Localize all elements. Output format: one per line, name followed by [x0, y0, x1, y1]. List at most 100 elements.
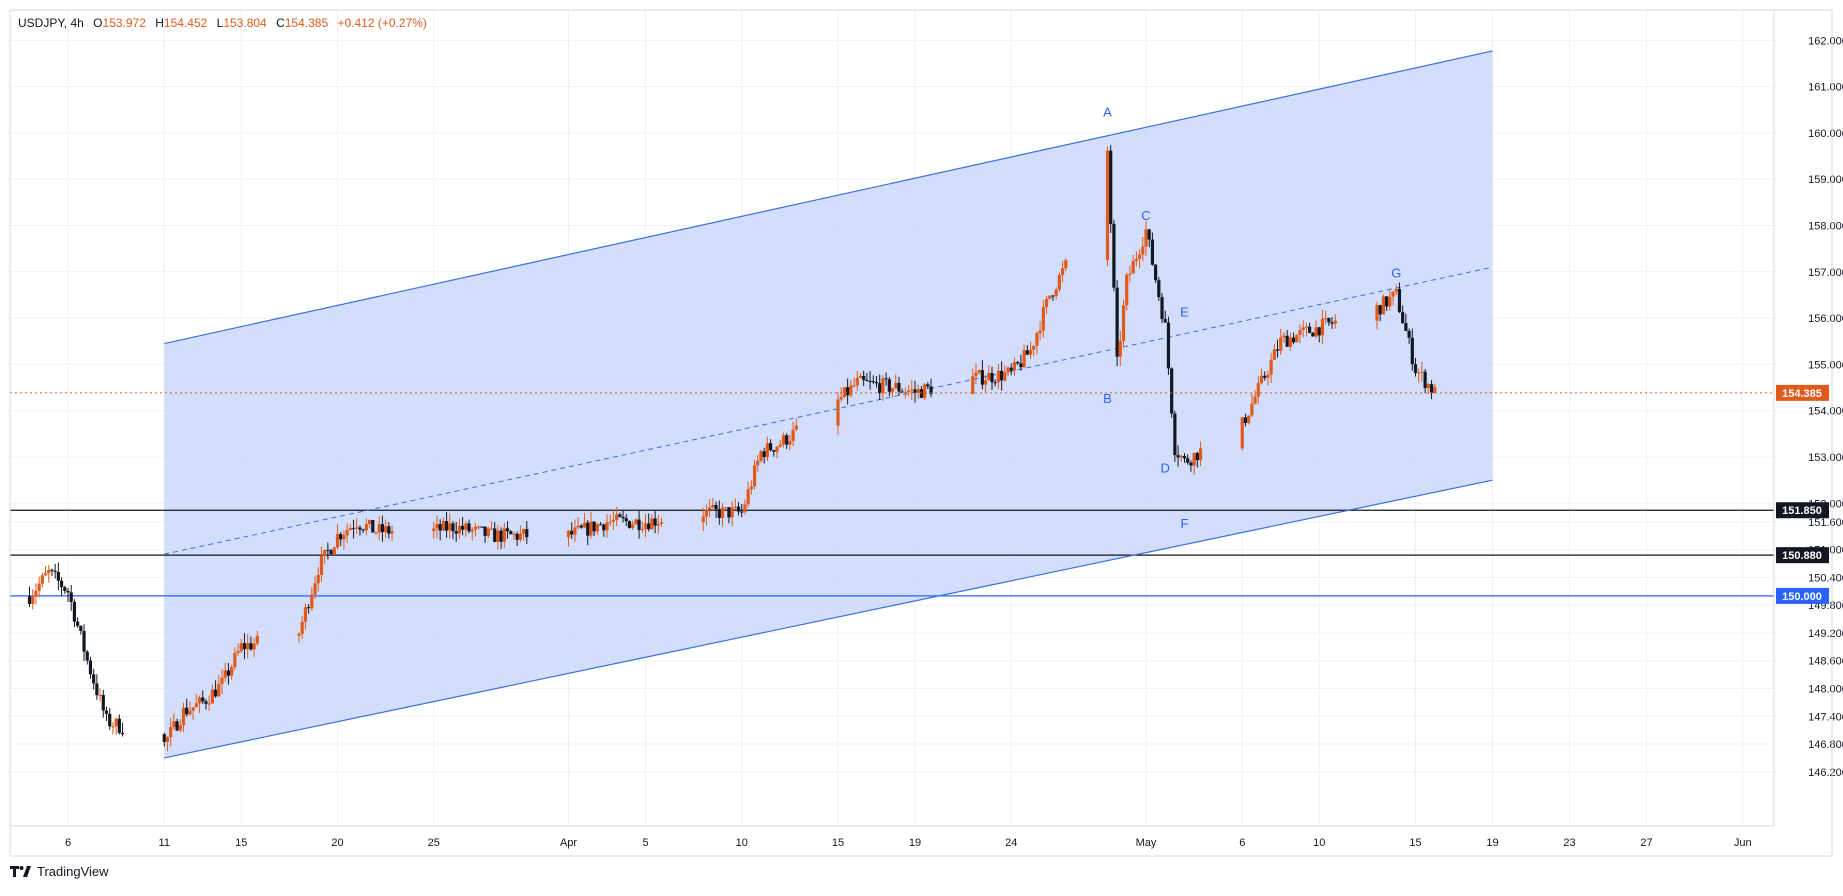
- candle-body[interactable]: [621, 516, 625, 519]
- candle-body[interactable]: [573, 527, 577, 535]
- candle-body[interactable]: [1112, 223, 1116, 288]
- candle-body[interactable]: [839, 397, 843, 400]
- candle-body[interactable]: [1304, 326, 1309, 328]
- candle-body[interactable]: [351, 528, 356, 530]
- candle-body[interactable]: [704, 509, 709, 517]
- candle-body[interactable]: [1025, 350, 1029, 355]
- candle-body[interactable]: [1157, 280, 1161, 298]
- candle-body[interactable]: [592, 521, 596, 532]
- candle-body[interactable]: [108, 713, 112, 727]
- candle-body[interactable]: [1272, 349, 1276, 360]
- candle-body[interactable]: [1420, 371, 1424, 373]
- candle-body[interactable]: [1173, 413, 1177, 456]
- candle-body[interactable]: [1266, 374, 1270, 378]
- candle-body[interactable]: [98, 694, 102, 696]
- candle-body[interactable]: [906, 390, 911, 392]
- candle-body[interactable]: [759, 451, 763, 461]
- candle-body[interactable]: [114, 718, 118, 727]
- candle-body[interactable]: [477, 526, 481, 528]
- candle-body[interactable]: [454, 531, 458, 534]
- candle-body[interactable]: [496, 530, 500, 542]
- candle-body[interactable]: [711, 504, 715, 508]
- candle-body[interactable]: [858, 375, 863, 378]
- candle-body[interactable]: [483, 526, 487, 536]
- candle-body[interactable]: [1394, 288, 1398, 292]
- candle-body[interactable]: [650, 518, 654, 530]
- candle-body[interactable]: [191, 707, 195, 711]
- candle-body[interactable]: [1314, 327, 1318, 337]
- candle-body[interactable]: [387, 526, 391, 534]
- candle-body[interactable]: [717, 509, 721, 519]
- candle-body[interactable]: [862, 375, 866, 380]
- candle-body[interactable]: [1378, 305, 1382, 315]
- candle-body[interactable]: [1115, 287, 1119, 357]
- candle-body[interactable]: [499, 530, 503, 542]
- candle-body[interactable]: [1388, 296, 1392, 307]
- candle-body[interactable]: [1054, 289, 1058, 296]
- candle-body[interactable]: [63, 587, 67, 591]
- candle-body[interactable]: [489, 528, 494, 530]
- candle-body[interactable]: [987, 372, 991, 381]
- candle-body[interactable]: [1041, 307, 1045, 331]
- interval-label[interactable]: 4h: [70, 16, 84, 30]
- candle-body[interactable]: [197, 697, 202, 704]
- candle-body[interactable]: [493, 528, 497, 542]
- candle-body[interactable]: [1397, 288, 1402, 313]
- candle-body[interactable]: [868, 380, 872, 382]
- candle-body[interactable]: [615, 514, 619, 520]
- candle-body[interactable]: [618, 514, 622, 517]
- candle-body[interactable]: [120, 732, 125, 735]
- candle-body[interactable]: [223, 670, 227, 678]
- candle-body[interactable]: [1009, 367, 1013, 371]
- level-price-tag[interactable]: [1776, 587, 1829, 604]
- candle-body[interactable]: [743, 504, 747, 512]
- candle-body[interactable]: [993, 382, 997, 384]
- candle-body[interactable]: [1250, 403, 1254, 416]
- candle-body[interactable]: [842, 387, 847, 398]
- candle-body[interactable]: [865, 379, 869, 381]
- candle-body[interactable]: [162, 734, 166, 742]
- candle-body[interactable]: [990, 372, 994, 383]
- candle-body[interactable]: [207, 703, 211, 705]
- candle-body[interactable]: [1044, 298, 1049, 308]
- candle-body[interactable]: [53, 570, 57, 573]
- candle-body[interactable]: [1189, 462, 1193, 466]
- candle-body[interactable]: [1253, 396, 1257, 404]
- candle-body[interactable]: [1429, 384, 1434, 393]
- candle-body[interactable]: [637, 519, 641, 530]
- candle-body[interactable]: [647, 523, 651, 530]
- candle-body[interactable]: [249, 643, 253, 650]
- candle-body[interactable]: [1433, 387, 1437, 393]
- candle-body[interactable]: [313, 583, 317, 595]
- candle-body[interactable]: [846, 387, 850, 396]
- candle-body[interactable]: [1279, 337, 1283, 351]
- candle-body[interactable]: [631, 524, 635, 528]
- candle-body[interactable]: [252, 643, 256, 650]
- candle-body[interactable]: [364, 524, 368, 531]
- candle-body[interactable]: [1291, 337, 1296, 343]
- candle-body[interactable]: [441, 521, 445, 531]
- candle-body[interactable]: [752, 465, 757, 487]
- candle-body[interactable]: [1144, 229, 1148, 247]
- candle-body[interactable]: [1060, 268, 1065, 276]
- candle-body[interactable]: [1333, 320, 1337, 324]
- candle-body[interactable]: [47, 569, 51, 574]
- candle-body[interactable]: [1147, 229, 1151, 240]
- candle-body[interactable]: [1298, 329, 1302, 335]
- last-price-tag[interactable]: [1776, 384, 1829, 401]
- candle-body[interactable]: [727, 507, 731, 518]
- candle-body[interactable]: [72, 601, 77, 622]
- candle-body[interactable]: [213, 689, 218, 697]
- candle-body[interactable]: [977, 370, 981, 373]
- candle-body[interactable]: [1407, 330, 1411, 338]
- candle-body[interactable]: [59, 580, 64, 588]
- candle-body[interactable]: [769, 443, 773, 451]
- candle-body[interactable]: [104, 710, 109, 714]
- candle-body[interactable]: [358, 527, 362, 530]
- candle-body[interactable]: [217, 683, 221, 697]
- candle-body[interactable]: [380, 524, 385, 533]
- candle-body[interactable]: [1317, 327, 1321, 336]
- candle-body[interactable]: [923, 384, 927, 398]
- candle-body[interactable]: [919, 389, 924, 398]
- candle-body[interactable]: [374, 532, 378, 534]
